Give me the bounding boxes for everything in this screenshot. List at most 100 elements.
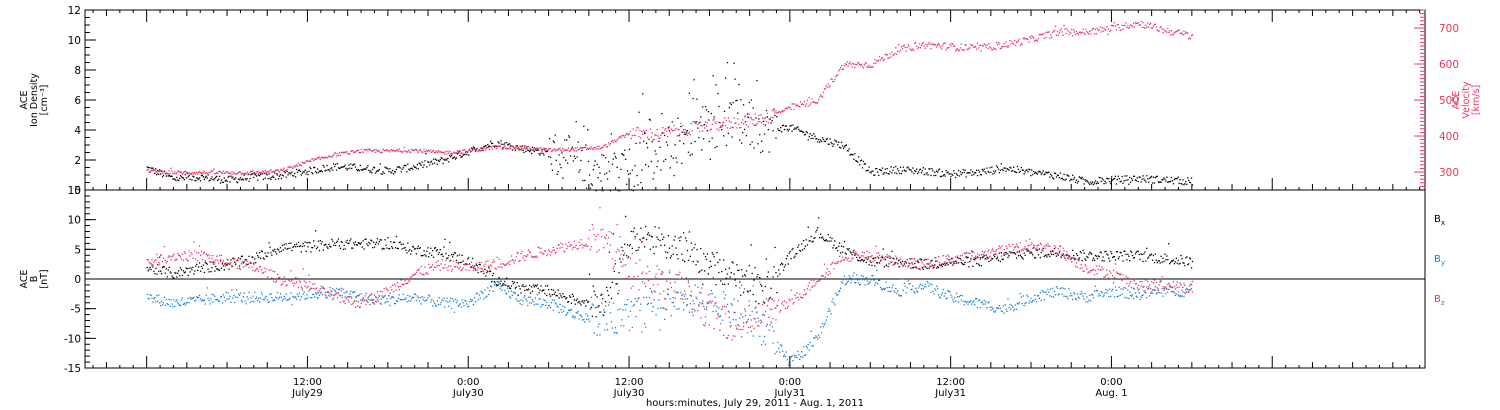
by-point — [734, 312, 736, 314]
by-point — [683, 309, 685, 311]
bx-point — [985, 254, 987, 256]
density-point — [1105, 182, 1107, 184]
density-point — [524, 145, 526, 147]
velocity-point — [557, 148, 559, 150]
velocity-point — [499, 145, 501, 148]
density-point — [1077, 180, 1079, 182]
density-point — [465, 151, 467, 153]
bx-point — [341, 241, 343, 243]
bz-point — [376, 291, 379, 293]
bx-point — [880, 256, 883, 258]
by-point — [784, 356, 787, 358]
velocity-point — [175, 173, 177, 175]
density-point — [849, 154, 851, 156]
density-point — [590, 183, 593, 185]
by-point — [292, 295, 294, 297]
velocity-point — [850, 63, 852, 65]
bx-point — [949, 261, 951, 263]
bx-point — [515, 286, 517, 288]
by-point — [685, 304, 688, 307]
density-point — [488, 145, 490, 147]
by-point — [433, 302, 436, 305]
density-point — [304, 169, 306, 171]
bx-point — [738, 269, 740, 271]
velocity-point — [533, 147, 535, 149]
bx-point — [152, 266, 154, 268]
bx-point — [840, 245, 843, 247]
density-point — [1035, 172, 1038, 174]
density-point — [894, 172, 896, 174]
velocity-point — [925, 43, 927, 45]
bx-point — [1157, 260, 1159, 262]
velocity-point — [451, 152, 453, 155]
bx-point — [653, 252, 655, 255]
bz-point — [162, 257, 165, 259]
velocity-point — [1014, 39, 1016, 42]
bx-point — [300, 251, 302, 253]
by-point — [917, 287, 920, 289]
bx-point — [398, 241, 400, 244]
velocity-point — [742, 119, 744, 121]
density-point — [596, 163, 598, 166]
by-point — [164, 304, 166, 306]
bz-point — [295, 277, 297, 279]
bz-point — [346, 296, 348, 299]
density-point — [242, 179, 244, 181]
density-point — [1112, 178, 1115, 180]
bx-point — [850, 252, 852, 254]
by-point — [273, 299, 275, 301]
density-point — [179, 175, 182, 177]
density-point — [676, 161, 678, 163]
velocity-point — [517, 147, 519, 149]
by-point — [467, 306, 469, 308]
bx-point — [226, 264, 228, 266]
by-point — [486, 295, 488, 297]
by-point — [566, 313, 568, 315]
velocity-point — [1015, 41, 1018, 43]
velocity-point — [651, 132, 653, 134]
by-point — [1081, 293, 1083, 295]
density-point — [677, 117, 679, 119]
bx-point — [714, 264, 716, 266]
by-point — [208, 299, 210, 302]
velocity-point — [567, 149, 569, 151]
velocity-point — [822, 91, 825, 93]
density-point — [992, 173, 994, 175]
by-point — [1149, 295, 1151, 297]
bx-point — [856, 256, 858, 259]
density-point — [827, 143, 829, 145]
by-point — [188, 302, 190, 304]
by-point — [639, 309, 641, 312]
density-point — [270, 178, 272, 180]
by-point — [970, 300, 972, 302]
bz-point — [167, 256, 169, 258]
velocity-point — [654, 134, 656, 136]
velocity-point — [361, 151, 363, 153]
by-point — [1038, 297, 1040, 299]
density-point — [275, 178, 277, 180]
bx-point — [860, 259, 863, 261]
bx-point — [498, 277, 500, 279]
density-point — [568, 135, 570, 137]
bx-point — [296, 243, 298, 245]
by-point — [936, 285, 938, 287]
velocity-point — [292, 167, 294, 169]
bx-point — [1036, 249, 1039, 251]
by-point — [573, 317, 575, 319]
by-point — [157, 300, 159, 302]
by-point — [1144, 292, 1146, 294]
bz-point — [317, 292, 320, 294]
density-point — [981, 168, 983, 171]
bx-point — [983, 255, 985, 257]
density-point — [328, 169, 330, 171]
bx-point — [930, 260, 932, 262]
bx-point — [503, 283, 505, 285]
velocity-point — [744, 115, 747, 117]
bx-point — [980, 265, 982, 267]
velocity-point — [737, 118, 739, 120]
bx-point — [706, 253, 709, 255]
density-point — [1169, 181, 1171, 183]
bx-point — [275, 251, 277, 253]
by-point — [929, 283, 931, 285]
